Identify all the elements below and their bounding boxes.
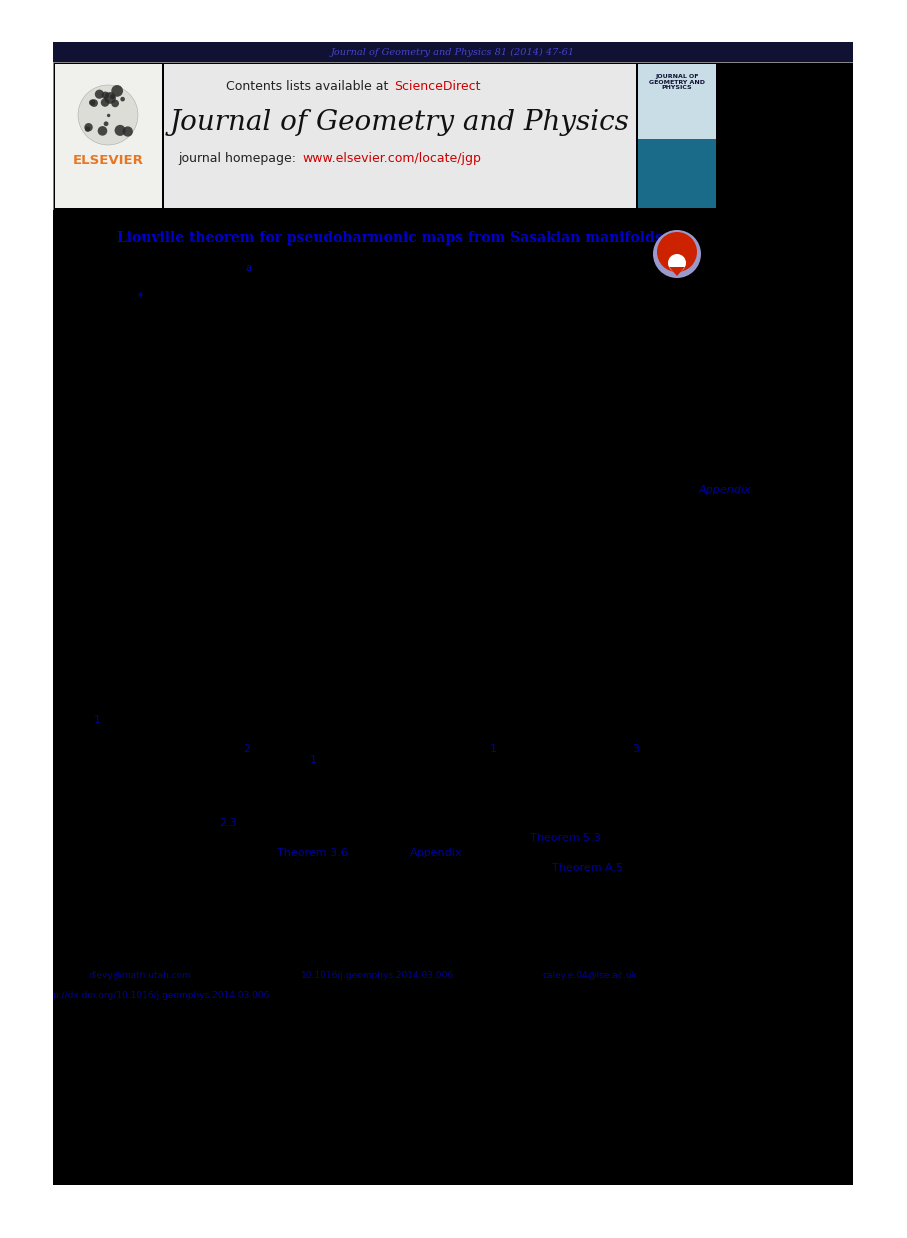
Text: Journal of Geometry and Physics: Journal of Geometry and Physics: [170, 109, 630, 135]
Circle shape: [84, 123, 93, 131]
Circle shape: [653, 230, 701, 279]
Circle shape: [104, 92, 116, 104]
Text: Appendix: Appendix: [698, 485, 751, 495]
Text: journal homepage:: journal homepage:: [178, 151, 300, 165]
Text: ScienceDirect: ScienceDirect: [394, 79, 481, 93]
Text: dlevy@math.utah.com: dlevy@math.utah.com: [89, 971, 191, 979]
Circle shape: [78, 85, 138, 145]
Bar: [638, 64, 716, 208]
Text: JOURNAL OF
GEOMETRY AND
PHYSICS: JOURNAL OF GEOMETRY AND PHYSICS: [649, 74, 705, 90]
Circle shape: [112, 99, 119, 108]
Bar: [164, 64, 636, 208]
Bar: [853, 0, 907, 1238]
Circle shape: [101, 98, 109, 106]
Text: 1: 1: [490, 744, 496, 754]
Text: 3: 3: [632, 744, 639, 754]
Text: http://dx.doi.org/10.1016/j.geomphys.2014.03.006: http://dx.doi.org/10.1016/j.geomphys.201…: [40, 990, 269, 999]
Circle shape: [89, 99, 95, 105]
Text: *: *: [137, 292, 142, 302]
Text: a: a: [245, 262, 251, 274]
Bar: [638, 139, 716, 208]
Text: ELSEVIER: ELSEVIER: [73, 154, 143, 166]
Text: 10.1016/j.geomphys.2014.03.006: 10.1016/j.geomphys.2014.03.006: [301, 971, 454, 979]
Circle shape: [121, 97, 125, 102]
Circle shape: [668, 254, 686, 272]
Text: caley.e.04@lse.ac.uk: caley.e.04@lse.ac.uk: [542, 971, 638, 979]
Text: 1: 1: [93, 716, 101, 725]
Bar: [0, 1185, 907, 1238]
Text: 2: 2: [243, 744, 250, 754]
Circle shape: [657, 232, 697, 272]
Text: www.elsevier.com/locate/jgp: www.elsevier.com/locate/jgp: [302, 151, 481, 165]
Circle shape: [112, 85, 123, 97]
Circle shape: [85, 126, 90, 131]
Bar: [53, 210, 853, 1185]
Circle shape: [111, 95, 114, 99]
Text: Theorem 3.6: Theorem 3.6: [277, 848, 347, 858]
Text: Theorem A.5: Theorem A.5: [552, 863, 623, 873]
Bar: [0, 0, 907, 42]
Bar: [638, 64, 716, 139]
Text: Journal of Geometry and Physics 81 (2014) 47-61: Journal of Geometry and Physics 81 (2014…: [331, 47, 575, 57]
Text: 1: 1: [309, 755, 317, 765]
Bar: [53, 62, 853, 210]
Circle shape: [98, 126, 107, 136]
Text: Theorem 5.3: Theorem 5.3: [530, 833, 600, 843]
Text: Contents lists available at: Contents lists available at: [226, 79, 392, 93]
Text: Liouville theorem for pseudoharmonic maps from Sasakian manifolds: Liouville theorem for pseudoharmonic map…: [117, 232, 663, 245]
Circle shape: [90, 99, 98, 106]
Circle shape: [102, 92, 109, 99]
Bar: [0, 0, 907, 42]
Circle shape: [107, 114, 111, 118]
Circle shape: [103, 121, 109, 126]
Circle shape: [122, 126, 133, 136]
Bar: [55, 64, 162, 208]
Polygon shape: [669, 267, 685, 276]
Text: Appendix: Appendix: [410, 848, 463, 858]
Circle shape: [114, 125, 126, 136]
Text: 2.3: 2.3: [219, 818, 237, 828]
Circle shape: [95, 89, 104, 99]
Bar: [53, 42, 853, 62]
Bar: [0, 0, 53, 1238]
Circle shape: [110, 94, 114, 99]
